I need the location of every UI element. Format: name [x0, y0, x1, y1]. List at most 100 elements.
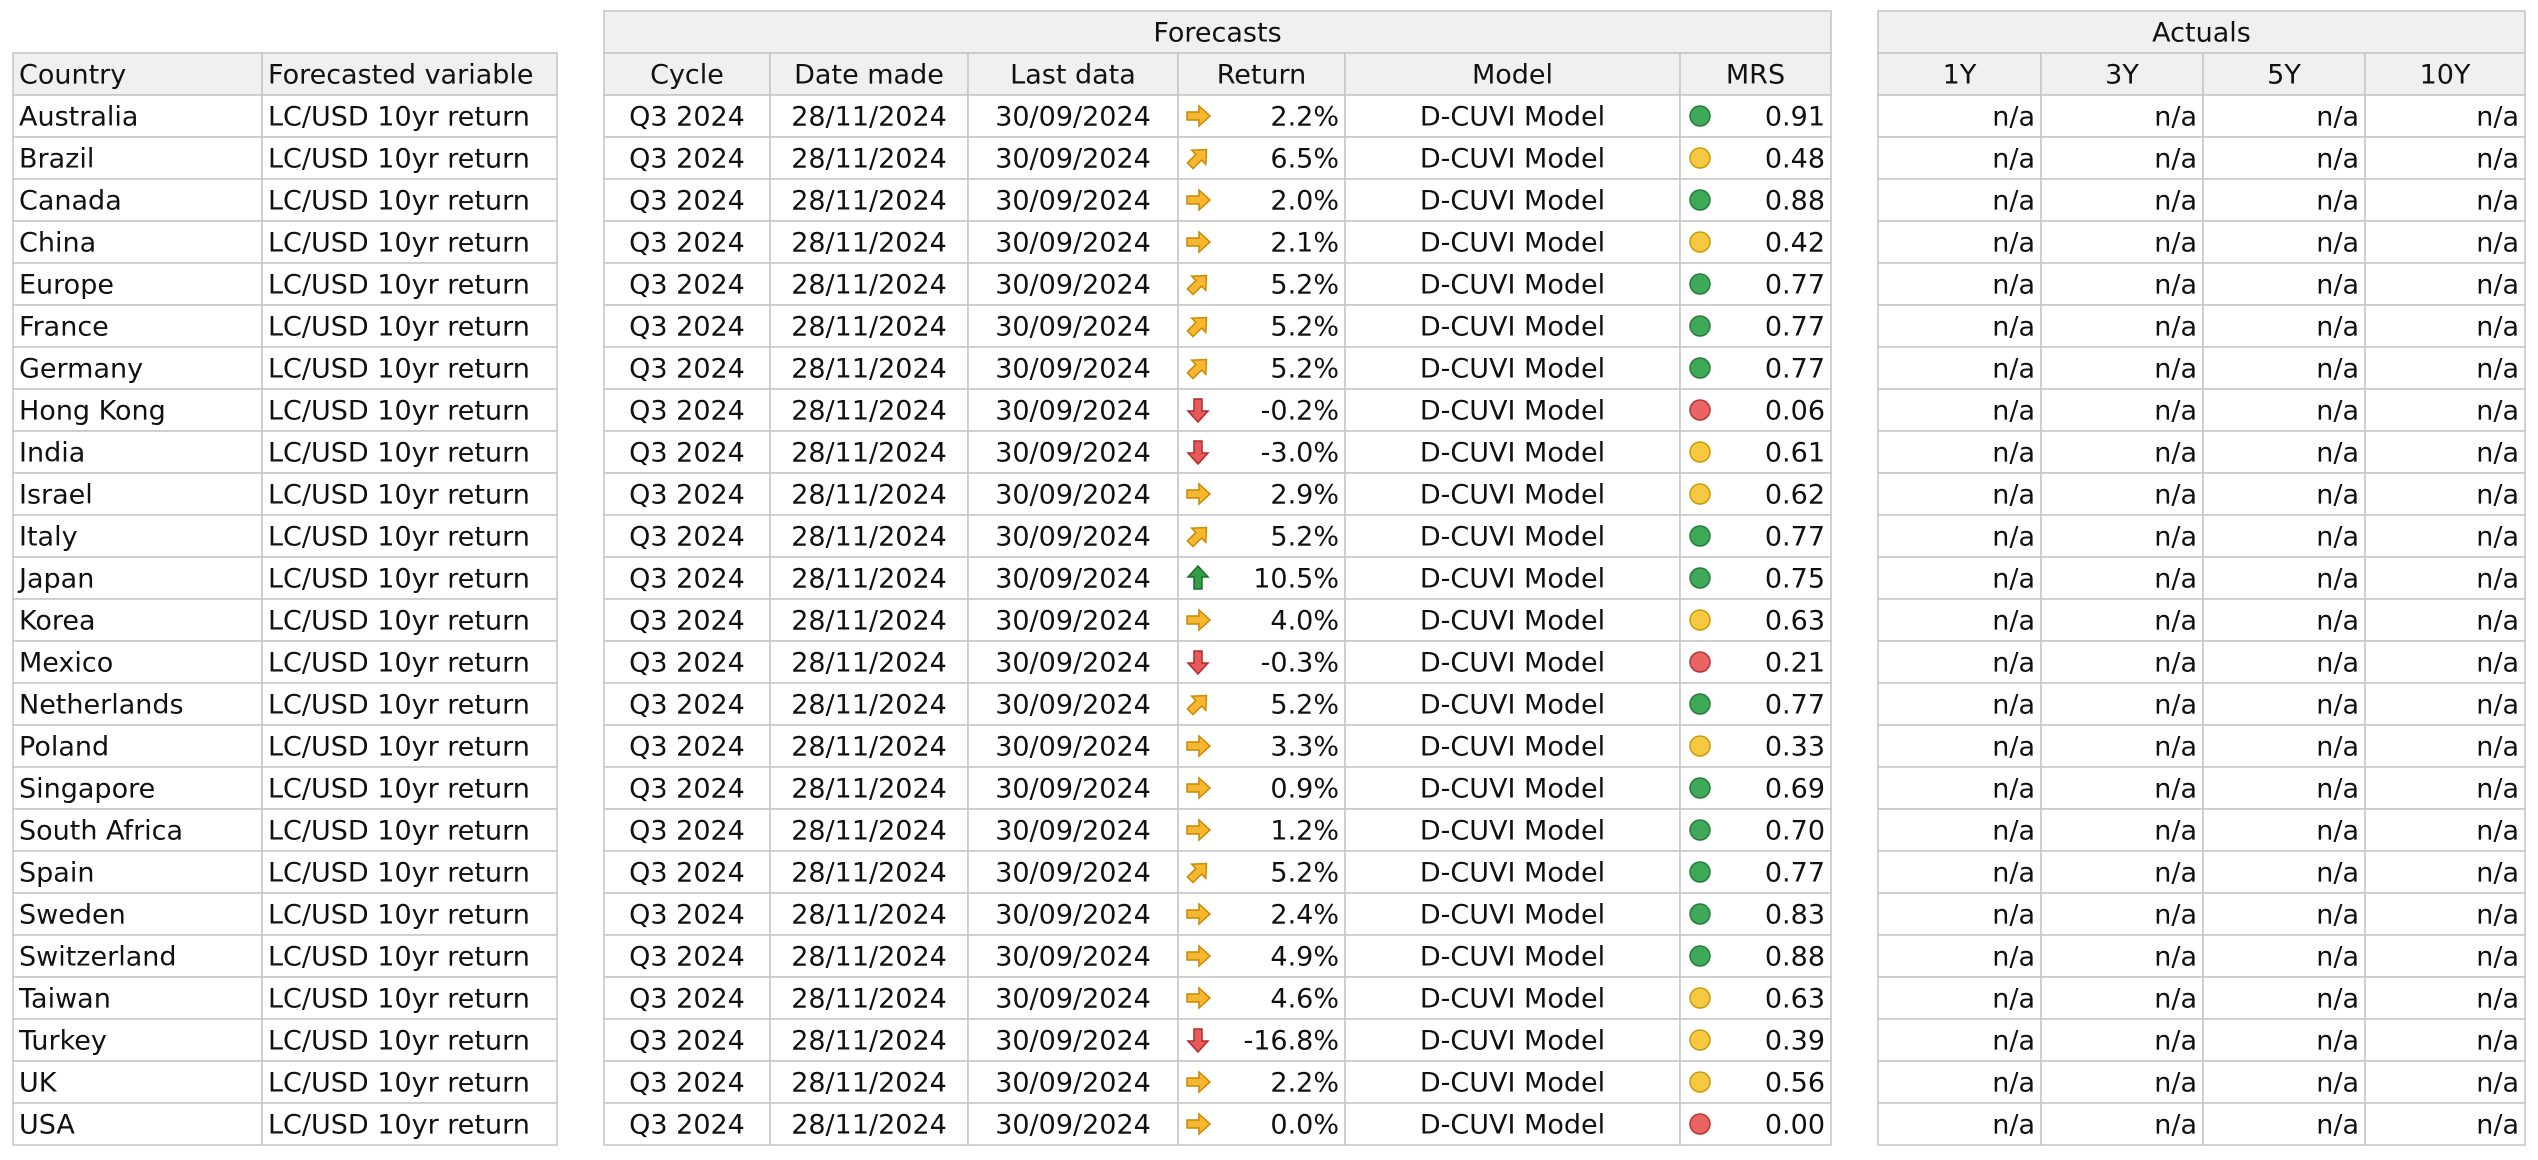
cell: [769, 472, 969, 516]
cell-text: LC/USD 10yr return: [268, 774, 530, 805]
cell-text: 0.48: [1765, 144, 1825, 175]
cell-text: D-CUVI Model: [1420, 984, 1605, 1015]
cell: [769, 934, 969, 978]
cell: [603, 808, 771, 852]
cell-text: n/a: [2476, 354, 2519, 385]
cell-text: Italy: [19, 522, 78, 553]
cell: [1344, 262, 1681, 306]
cell-text: n/a: [2476, 270, 2519, 301]
cell-text: Q3 2024: [629, 900, 745, 931]
trend-arrow: [1186, 776, 1212, 800]
cell-text: Cycle: [650, 60, 724, 91]
cell: [2364, 1018, 2526, 1062]
trend-arrow: [1186, 650, 1210, 676]
cell-text: Mexico: [19, 648, 113, 679]
cell-text: n/a: [2476, 774, 2519, 805]
cell-text: n/a: [2316, 606, 2359, 637]
cell-text: n/a: [1992, 438, 2035, 469]
cell-text: 0.56: [1765, 1068, 1825, 1099]
cell: [2364, 766, 2526, 810]
cell-text: 3.3%: [1270, 732, 1339, 763]
cell: [2364, 892, 2526, 936]
cell-text: n/a: [2316, 144, 2359, 175]
cell-text: n/a: [1992, 228, 2035, 259]
cell-text: LC/USD 10yr return: [268, 816, 530, 847]
cell-text: n/a: [1992, 942, 2035, 973]
cell-text: n/a: [2154, 1110, 2197, 1141]
column-header: [2202, 52, 2366, 96]
cell-text: Q3 2024: [629, 438, 745, 469]
cell-text: 28/11/2024: [791, 354, 947, 385]
cell: [967, 136, 1179, 180]
cell-text: 30/09/2024: [995, 1026, 1151, 1057]
cell-text: LC/USD 10yr return: [268, 606, 530, 637]
cell-text: n/a: [2476, 102, 2519, 133]
cell-text: Europe: [19, 270, 114, 301]
cell-text: 28/11/2024: [791, 438, 947, 469]
cell: [12, 598, 263, 642]
cell-text: n/a: [1992, 312, 2035, 343]
column-header: [2040, 52, 2204, 96]
cell-text: 0.83: [1765, 900, 1825, 931]
cell-text: LC/USD 10yr return: [268, 354, 530, 385]
cell: [12, 388, 263, 432]
cell-text: 10.5%: [1253, 564, 1339, 595]
cell-text: LC/USD 10yr return: [268, 102, 530, 133]
cell: [261, 472, 558, 516]
cell: [2202, 514, 2366, 558]
cell: [1344, 934, 1681, 978]
cell: [2364, 598, 2526, 642]
cell-text: South Africa: [19, 816, 183, 847]
cell: [2202, 766, 2366, 810]
cell-text: D-CUVI Model: [1420, 1026, 1605, 1057]
cell-text: 5.2%: [1270, 690, 1339, 721]
cell-text: 30/09/2024: [995, 564, 1151, 595]
cell-text: D-CUVI Model: [1420, 186, 1605, 217]
cell: [1877, 94, 2042, 138]
cell-text: 2.1%: [1270, 228, 1339, 259]
cell-text: 28/11/2024: [791, 144, 947, 175]
cell-text: LC/USD 10yr return: [268, 228, 530, 259]
cell-text: LC/USD 10yr return: [268, 312, 530, 343]
cell: [1177, 640, 1346, 684]
cell-text: 0.33: [1765, 732, 1825, 763]
cell: [2202, 850, 2366, 894]
cell-text: n/a: [2154, 648, 2197, 679]
column-header: [2364, 52, 2526, 96]
cell: [2202, 640, 2366, 684]
cell-text: n/a: [2476, 732, 2519, 763]
cell-text: n/a: [2476, 1068, 2519, 1099]
cell-text: 0.21: [1765, 648, 1825, 679]
cell-text: 0.91: [1765, 102, 1825, 133]
cell-text: 10Y: [2420, 60, 2471, 91]
cell-text: Q3 2024: [629, 858, 745, 889]
cell: [1344, 388, 1681, 432]
cell: [769, 304, 969, 348]
cell-text: 0.77: [1765, 690, 1825, 721]
cell-text: D-CUVI Model: [1420, 690, 1605, 721]
cell-text: 28/11/2024: [791, 606, 947, 637]
cell: [1877, 892, 2042, 936]
cell-text: D-CUVI Model: [1420, 732, 1605, 763]
cell-text: 30/09/2024: [995, 228, 1151, 259]
cell-text: 28/11/2024: [791, 312, 947, 343]
cell: [261, 976, 558, 1020]
cell-text: 0.0%: [1270, 1110, 1339, 1141]
cell-text: Poland: [19, 732, 109, 763]
cell-text: Q3 2024: [629, 312, 745, 343]
cell: [2364, 304, 2526, 348]
status-dot: [1689, 777, 1711, 799]
cell-text: 4.6%: [1270, 984, 1339, 1015]
cell: [12, 94, 263, 138]
cell-text: 30/09/2024: [995, 102, 1151, 133]
cell-text: n/a: [2316, 1110, 2359, 1141]
cell-text: USA: [19, 1110, 75, 1141]
cell-text: n/a: [2154, 1068, 2197, 1099]
cell-text: LC/USD 10yr return: [268, 648, 530, 679]
trend-arrow: [1186, 440, 1210, 466]
trend-arrow: [1186, 564, 1210, 590]
cell-text: n/a: [2154, 858, 2197, 889]
cell: [1877, 430, 2042, 474]
cell-text: n/a: [1992, 984, 2035, 1015]
cell-text: D-CUVI Model: [1420, 942, 1605, 973]
